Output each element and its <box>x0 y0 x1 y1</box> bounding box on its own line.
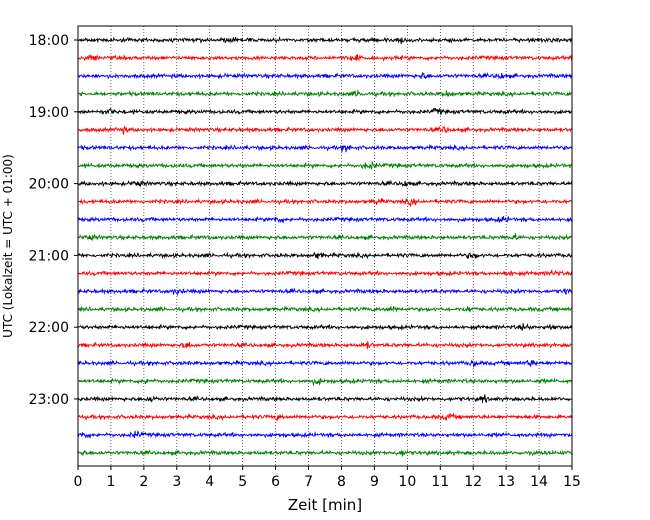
x-tick-label: 15 <box>563 474 581 490</box>
seismic-trace <box>77 287 573 297</box>
y-axis-label: UTC (Lokalzeit = UTC + 01:00) <box>1 154 15 338</box>
y-tick-label: 20:00 <box>29 177 69 193</box>
vertical-grid-lines <box>110 26 540 466</box>
seismic-trace <box>77 394 573 404</box>
x-tick-label: 10 <box>398 474 416 490</box>
y-tick-label: 18:00 <box>29 33 69 49</box>
seismic-trace <box>77 179 573 188</box>
seismic-trace <box>77 359 573 368</box>
y-tick-label: 22:00 <box>29 320 69 336</box>
seismic-trace <box>77 143 573 153</box>
y-axis-ticks: 18:00 19:00 20:00 21:00 22:00 23:00 <box>29 33 78 408</box>
seismic-trace <box>77 107 573 116</box>
seismic-trace <box>77 71 573 80</box>
x-tick-label: 2 <box>139 474 148 490</box>
seismic-trace <box>77 377 573 387</box>
x-tick-label: 1 <box>106 474 115 490</box>
x-tick-label: 11 <box>431 474 449 490</box>
seismic-trace <box>77 197 573 207</box>
seismic-trace <box>77 233 573 242</box>
seismic-trace <box>77 251 573 260</box>
seismic-trace <box>77 305 573 314</box>
x-tick-label: 3 <box>172 474 181 490</box>
seismic-trace <box>77 429 573 440</box>
x-tick-label: 8 <box>337 474 346 490</box>
x-tick-label: 5 <box>238 474 247 490</box>
y-tick-label: 21:00 <box>29 248 69 264</box>
plot-frame <box>77 25 573 467</box>
x-axis-label: Zeit [min] <box>288 496 362 514</box>
seismic-trace <box>77 53 573 63</box>
y-tick-label: 23:00 <box>29 392 69 408</box>
x-tick-label: 12 <box>464 474 482 490</box>
seismic-trace <box>77 160 573 171</box>
x-tick-label: 7 <box>304 474 313 490</box>
seismic-traces <box>77 35 573 457</box>
x-tick-label: 9 <box>370 474 379 490</box>
seismic-trace <box>77 89 573 98</box>
x-tick-label: 14 <box>530 474 548 490</box>
seismic-trace <box>77 341 573 350</box>
seismic-trace <box>77 322 573 331</box>
seismic-trace <box>77 269 573 278</box>
seismic-trace <box>77 216 573 224</box>
seismic-trace <box>77 35 573 45</box>
x-axis-ticks: 0 1 2 3 4 5 6 7 8 9 10 11 12 13 14 15 <box>74 466 581 490</box>
x-tick-label: 6 <box>271 474 280 490</box>
x-tick-label: 13 <box>497 474 515 490</box>
x-tick-label: 0 <box>74 474 83 490</box>
seismic-trace <box>77 125 573 135</box>
y-tick-label: 19:00 <box>29 105 69 121</box>
seismic-trace <box>77 412 573 422</box>
x-tick-label: 4 <box>205 474 214 490</box>
seismic-trace <box>77 448 573 457</box>
